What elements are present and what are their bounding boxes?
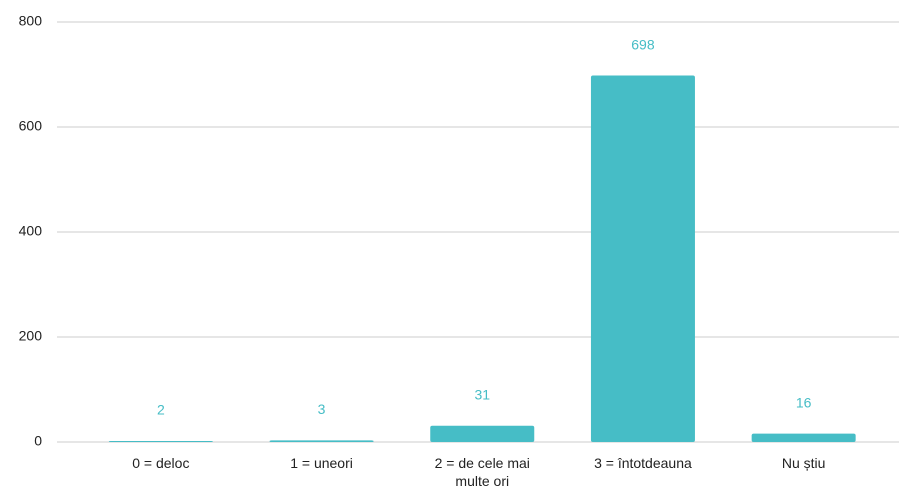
bar bbox=[430, 425, 535, 442]
y-tick-label: 0 bbox=[34, 433, 42, 449]
x-tick-label: 1 = uneori bbox=[290, 455, 353, 471]
bar bbox=[590, 75, 695, 443]
x-tick-label: 2 = de cele mai multe ori bbox=[434, 455, 530, 489]
data-label: 2 bbox=[157, 402, 165, 418]
data-label: 16 bbox=[796, 394, 812, 410]
data-label: 698 bbox=[631, 36, 655, 52]
y-tick-label: 800 bbox=[19, 13, 43, 29]
bar bbox=[751, 433, 856, 442]
data-label: 3 bbox=[318, 401, 326, 417]
x-tick-label: 3 = întotdeauna bbox=[594, 455, 692, 471]
y-tick-label: 200 bbox=[19, 328, 43, 344]
y-tick-label: 400 bbox=[19, 223, 43, 239]
x-tick-label: 0 = deloc bbox=[132, 455, 190, 471]
bar bbox=[108, 440, 213, 442]
data-label: 31 bbox=[474, 386, 490, 402]
bar bbox=[269, 440, 374, 442]
x-tick-label: Nu știu bbox=[781, 455, 826, 471]
y-tick-label: 600 bbox=[19, 118, 43, 134]
